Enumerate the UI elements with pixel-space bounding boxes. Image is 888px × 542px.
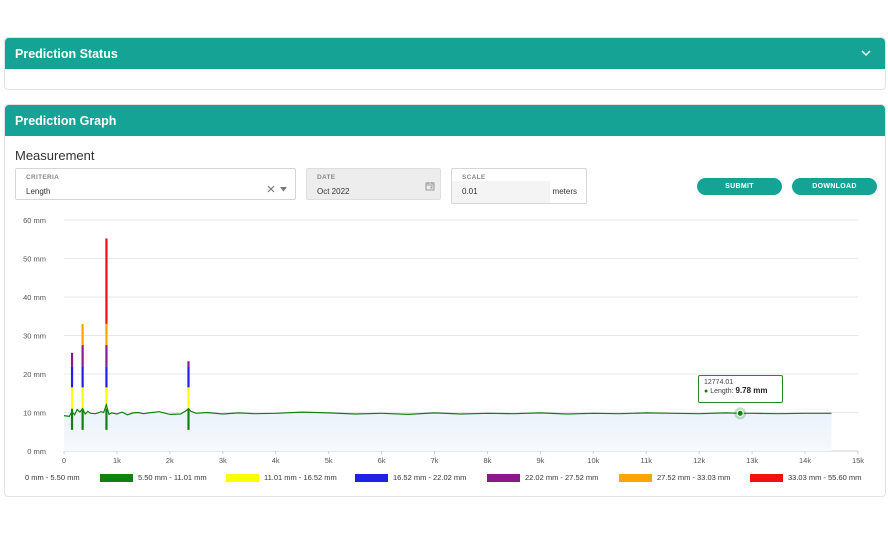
legend-label: 11.01 mm - 16.52 mm — [264, 473, 337, 482]
tooltip-bullet: ● — [704, 388, 709, 395]
spike-segment — [70, 366, 74, 388]
prediction-status-title: Prediction Status — [15, 46, 118, 61]
x-tick-label: 7k — [431, 456, 439, 465]
spike-segment — [105, 238, 108, 324]
x-tick-label: 10k — [587, 456, 599, 465]
legend-item[interactable]: 11.01 mm - 16.52 mm — [226, 473, 337, 482]
x-tick-label: 12k — [693, 456, 705, 465]
x-tick-label: 8k — [484, 456, 492, 465]
spike-segment — [70, 352, 74, 367]
spike-segment — [81, 345, 84, 367]
spike-segment — [81, 387, 84, 409]
scale-value-box — [452, 181, 550, 203]
x-tick-label: 1k — [113, 456, 121, 465]
legend-label: 0 mm - 5.50 mm — [25, 473, 80, 482]
legend-item[interactable]: 33.03 mm - 55.60 mm — [750, 473, 861, 482]
criteria-label: CRITERIA — [26, 174, 60, 181]
x-tick-label: 9k — [536, 456, 544, 465]
spike-segment — [81, 323, 84, 346]
scale-label: SCALE — [462, 174, 486, 181]
scale-value[interactable]: 0.01 — [462, 187, 478, 196]
x-tick-label: 3k — [219, 456, 227, 465]
legend-label: 27.52 mm - 33.03 mm — [657, 473, 731, 482]
chart-legend: 0 mm - 5.50 mm 5.50 mm - 11.01 mm 11.01 mm… — [0, 473, 888, 487]
criteria-value: Length — [26, 187, 51, 196]
criteria-select[interactable]: CRITERIA Length — [15, 168, 296, 200]
download-button[interactable]: DOWNLOAD — [792, 178, 877, 195]
spike-segment — [105, 408, 108, 430]
legend-swatch — [226, 473, 259, 482]
x-tick-label: 13k — [746, 456, 758, 465]
scale-unit: meters — [552, 187, 577, 196]
highlight-point[interactable] — [736, 409, 744, 417]
y-tick-label: 0 mm — [27, 447, 46, 456]
y-tick-label: 30 mm — [23, 332, 46, 341]
legend-swatch — [487, 473, 520, 482]
length-area — [64, 404, 832, 451]
spike-segment — [187, 387, 190, 409]
tooltip-series: Length: — [710, 388, 734, 395]
measurement-title: Measurement — [15, 148, 95, 163]
close-icon[interactable] — [267, 185, 275, 193]
spike-segment — [81, 408, 84, 430]
spike-segment — [105, 366, 108, 388]
spike-segment — [105, 387, 108, 409]
legend-item[interactable]: 5.50 mm - 11.01 mm — [100, 473, 207, 482]
spike-segment — [187, 366, 190, 388]
date-picker[interactable]: DATE Oct 2022 — [306, 168, 441, 200]
chart-tooltip: 12774.01 ● Length: 9.78 mm — [698, 375, 783, 403]
spike-segment — [105, 345, 108, 367]
x-tick-label: 6k — [378, 456, 386, 465]
prediction-graph-title: Prediction Graph — [15, 113, 117, 128]
x-tick-label: 15k — [852, 456, 864, 465]
legend-item[interactable]: 16.52 mm - 22.02 mm — [355, 473, 466, 482]
legend-label: 16.52 mm - 22.02 mm — [393, 473, 467, 482]
calendar-icon[interactable] — [425, 181, 435, 191]
spike-segment — [81, 366, 84, 388]
legend-item[interactable]: 27.52 mm - 33.03 mm — [619, 473, 730, 482]
legend-label: 5.50 mm - 11.01 mm — [138, 473, 207, 482]
length-series-line — [63, 402, 832, 418]
legend-item[interactable]: 22.02 mm - 27.52 mm — [487, 473, 598, 482]
spike-segment — [187, 361, 190, 367]
legend-swatch — [100, 473, 133, 482]
prediction-status-header[interactable]: Prediction Status — [5, 38, 885, 69]
date-label: DATE — [317, 174, 336, 181]
legend-swatch — [619, 473, 652, 482]
x-tick-label: 2k — [166, 456, 174, 465]
x-tick-label: 4k — [272, 456, 280, 465]
spike-segment — [105, 323, 108, 346]
x-tick-label: 14k — [799, 456, 811, 465]
caret-down-icon[interactable] — [280, 187, 287, 192]
y-tick-label: 60 mm — [23, 216, 46, 225]
y-tick-label: 10 mm — [23, 409, 46, 418]
legend-swatch — [355, 473, 388, 482]
x-tick-label: 5k — [325, 456, 333, 465]
spike-segment — [70, 387, 74, 409]
prediction-status-panel: Prediction Status — [4, 37, 886, 90]
scale-input[interactable]: SCALE 0.01 meters — [451, 168, 587, 204]
y-tick-label: 20 mm — [23, 370, 46, 379]
submit-button[interactable]: SUBMIT — [697, 178, 782, 195]
y-tick-label: 50 mm — [23, 255, 46, 264]
spike-bars — [70, 238, 190, 430]
spike-segment — [70, 408, 74, 430]
prediction-graph-header: Prediction Graph — [5, 105, 885, 136]
tooltip-value: 9.78 mm — [735, 386, 768, 395]
legend-label: 33.03 mm - 55.60 mm — [788, 473, 862, 482]
spike-segment — [187, 408, 190, 430]
tooltip-x: 12774.01 — [704, 379, 734, 386]
tooltip-row: ● Length: 9.78 mm — [704, 386, 777, 395]
y-tick-label: 40 mm — [23, 293, 46, 302]
y-axis-ticks: 0 mm 10 mm 20 mm 30 mm 40 mm 50 mm 60 mm — [23, 216, 46, 456]
x-tick-label: 11k — [640, 456, 652, 465]
date-value: Oct 2022 — [317, 187, 350, 196]
chevron-down-icon[interactable] — [861, 48, 871, 58]
legend-item[interactable]: 0 mm - 5.50 mm — [25, 473, 80, 482]
x-axis-ticks: 0 1k 2k 3k 4k 5k 6k 7k 8k 9k 10k 11k 12k 13k 14k 15k — [62, 451, 864, 465]
x-tick-label: 0 — [62, 456, 66, 465]
legend-label: 22.02 mm - 27.52 mm — [525, 473, 599, 482]
legend-swatch — [750, 473, 783, 482]
